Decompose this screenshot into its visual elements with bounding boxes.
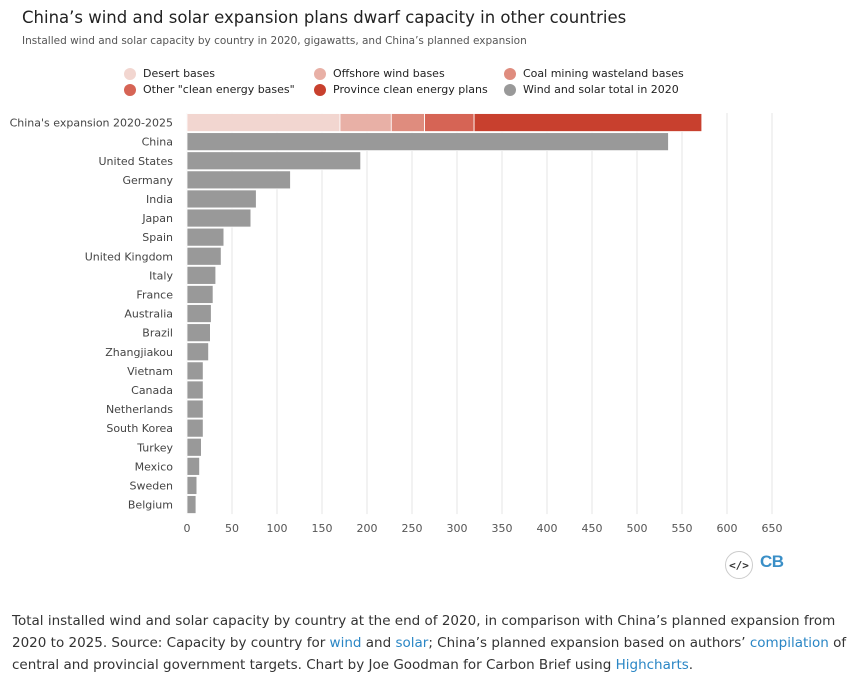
- bar-segment[interactable]: [186, 265, 217, 285]
- legend-swatch: [504, 83, 516, 96]
- legend-swatch: [124, 67, 136, 80]
- x-tick-label: 50: [225, 522, 239, 535]
- bar-segment[interactable]: [390, 113, 425, 132]
- legend-label: Province clean energy plans: [333, 83, 488, 96]
- x-tick-label: 650: [762, 522, 783, 535]
- x-tick-label: 500: [627, 522, 648, 535]
- bar-segment[interactable]: [424, 113, 475, 132]
- bar-segment[interactable]: [186, 304, 212, 323]
- category-label: India: [146, 193, 173, 206]
- category-label: Netherlands: [106, 403, 173, 416]
- caption-link[interactable]: compilation: [749, 635, 829, 651]
- x-tick-label: 250: [402, 522, 423, 535]
- category-label: Australia: [124, 308, 173, 321]
- bar-segment[interactable]: [186, 113, 341, 132]
- x-axis-tick-labels: 0 50 100 150 200 250 300 350 400 450 500 550 600 650: [184, 522, 783, 535]
- x-tick-label: 300: [447, 522, 468, 535]
- x-tick-label: 600: [717, 522, 738, 535]
- x-tick-label: 550: [672, 522, 693, 535]
- category-label: China's expansion 2020-2025: [10, 117, 173, 130]
- bar-segment[interactable]: [186, 132, 669, 152]
- caption-link[interactable]: solar: [395, 635, 429, 651]
- category-label: Brazil: [142, 327, 173, 340]
- bar-segment[interactable]: [186, 380, 204, 400]
- chart-caption: Total installed wind and solar capacity …: [12, 610, 847, 676]
- category-label: Sweden: [130, 479, 173, 492]
- bar-segment[interactable]: [186, 437, 202, 457]
- embed-code-button[interactable]: </>: [725, 551, 753, 579]
- category-label: Mexico: [135, 460, 174, 473]
- category-label: Turkey: [136, 441, 173, 454]
- code-embed-icon: </>: [729, 558, 749, 572]
- bar-segment[interactable]: [339, 113, 392, 132]
- bar-segment[interactable]: [186, 170, 291, 190]
- bar-segment[interactable]: [186, 189, 257, 209]
- legend-item-province-clean-energy-plans[interactable]: Province clean energy plans: [314, 83, 488, 96]
- legend-label: Wind and solar total in 2020: [523, 83, 679, 96]
- category-label: Italy: [149, 269, 173, 282]
- caption-text: of central and provincial government tar…: [12, 635, 847, 673]
- caption-text: Total installed wind and solar capacity …: [12, 613, 836, 651]
- category-label: France: [136, 288, 173, 301]
- category-label: China: [142, 136, 173, 149]
- caption-text: .: [688, 657, 694, 673]
- legend-label: Other "clean energy bases": [143, 83, 295, 96]
- bar-segment[interactable]: [186, 151, 362, 171]
- bar-segment[interactable]: [186, 285, 214, 304]
- category-label: United Kingdom: [85, 250, 173, 263]
- chart-subtitle: Installed wind and solar capacity by cou…: [22, 35, 527, 47]
- carbon-brief-logo: CB: [760, 552, 784, 571]
- x-tick-label: 450: [582, 522, 603, 535]
- chart-title: China’s wind and solar expansion plans d…: [22, 8, 627, 27]
- legend-label: Offshore wind bases: [333, 67, 445, 80]
- bar-segment[interactable]: [473, 113, 703, 132]
- category-label: Belgium: [128, 499, 173, 512]
- category-label: Spain: [142, 231, 173, 244]
- bars: [186, 113, 703, 514]
- caption-link[interactable]: wind: [329, 635, 362, 651]
- legend-swatch: [504, 67, 516, 80]
- bar-segment[interactable]: [186, 323, 211, 343]
- bar-segment[interactable]: [186, 208, 252, 228]
- caption-text: ; China’s planned expansion based on aut…: [428, 635, 750, 651]
- legend-label: Coal mining wasteland bases: [523, 67, 684, 80]
- category-label: Germany: [122, 174, 173, 187]
- x-tick-label: 0: [184, 522, 191, 535]
- category-labels: China's expansion 2020-2025 China United S…: [10, 117, 174, 512]
- bar-segment[interactable]: [186, 361, 204, 381]
- legend-item-offshore-wind-bases[interactable]: Offshore wind bases: [314, 67, 445, 80]
- caption-text: and: [361, 635, 396, 651]
- legend-item-coal-mining-wasteland-bases[interactable]: Coal mining wasteland bases: [504, 67, 684, 80]
- bar-segment[interactable]: [186, 227, 225, 247]
- x-tick-label: 350: [492, 522, 513, 535]
- x-tick-label: 400: [537, 522, 558, 535]
- legend-swatch: [124, 83, 136, 96]
- chart-legend: Desert bases Offshore wind bases Coal mi…: [0, 0, 855, 100]
- category-label: Canada: [131, 384, 173, 397]
- legend-swatch: [314, 83, 326, 96]
- bar-segment[interactable]: [186, 399, 204, 419]
- x-tick-label: 100: [267, 522, 288, 535]
- x-tick-label: 200: [357, 522, 378, 535]
- legend-item-desert-bases[interactable]: Desert bases: [124, 67, 215, 80]
- legend-label: Desert bases: [143, 67, 216, 80]
- category-label: Zhangjiakou: [105, 346, 173, 359]
- category-label: South Korea: [106, 422, 173, 435]
- caption-link[interactable]: Highcharts: [615, 657, 689, 673]
- bar-segment[interactable]: [186, 456, 200, 476]
- bar-chart: China's expansion 2020-2025 China United S…: [10, 113, 783, 535]
- legend-swatch: [314, 67, 326, 80]
- bar-segment[interactable]: [186, 495, 197, 514]
- x-tick-label: 150: [312, 522, 333, 535]
- bar-segment[interactable]: [186, 476, 198, 495]
- bar-segment[interactable]: [186, 342, 210, 362]
- bar-segment[interactable]: [186, 246, 222, 266]
- category-label: United States: [99, 155, 174, 168]
- bar-segment[interactable]: [186, 418, 204, 438]
- legend-item-wind-and-solar-total-2020[interactable]: Wind and solar total in 2020: [504, 83, 679, 96]
- legend-item-other-clean-energy-bases[interactable]: Other "clean energy bases": [124, 83, 295, 96]
- category-label: Japan: [141, 212, 173, 225]
- category-label: Vietnam: [127, 365, 173, 378]
